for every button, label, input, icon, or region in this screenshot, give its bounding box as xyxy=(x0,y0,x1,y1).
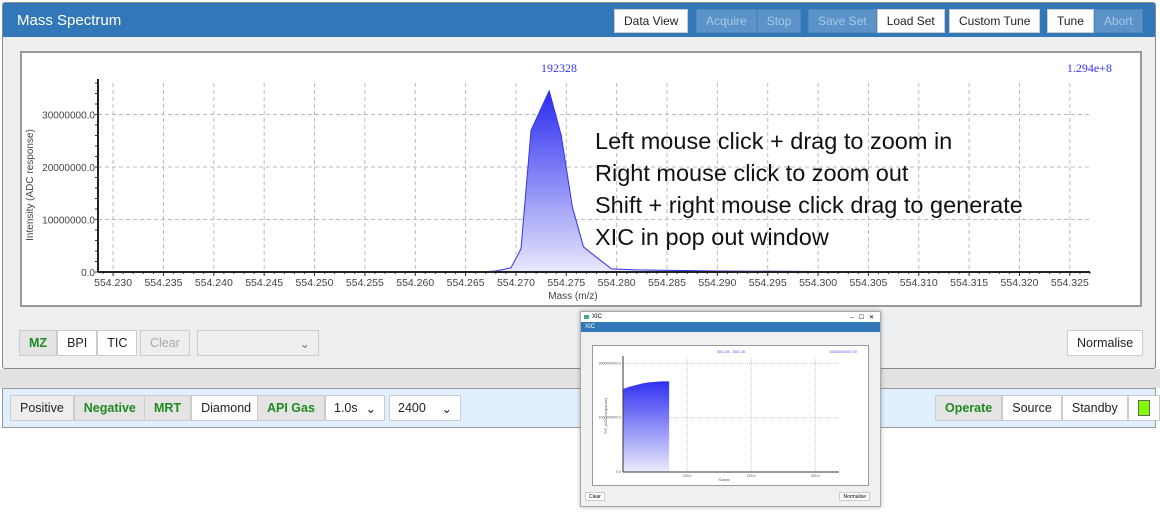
data-view-button[interactable]: Data View xyxy=(614,9,689,33)
x-tick-label: 554.295 xyxy=(749,277,787,289)
xic-svg[interactable]: 100.0 200.0 300.0 2000000000.0 1000000000.0 0… xyxy=(593,346,868,485)
app-icon xyxy=(584,315,589,319)
spectrum-svg[interactable]: 554.230 554.235 554.240 554.245 554.250 554.2… xyxy=(22,53,1140,305)
tune-button[interactable]: Tune xyxy=(1047,9,1094,33)
xic-max-label: 1680000000.00 xyxy=(829,349,858,354)
x-tick-label: 554.305 xyxy=(849,277,887,289)
clear-button[interactable]: Clear xyxy=(140,330,190,356)
load-set-button[interactable]: Load Set xyxy=(876,9,945,33)
xic-x-tick-label: 200.0 xyxy=(747,474,756,478)
xic-x-label: Scans xyxy=(718,477,729,482)
close-icon[interactable]: ✕ xyxy=(868,314,874,321)
xic-titlebar: XIC – ☐ ✕ xyxy=(581,312,880,322)
x-tick-label: 554.290 xyxy=(698,277,736,289)
x-tick-label: 554.270 xyxy=(497,277,535,289)
mass-spectrum-panel: Mass Spectrum Data View Acquire Stop Save… xyxy=(2,2,1156,369)
y-tick-label: 10000000.0 xyxy=(42,216,95,227)
source-button[interactable]: Source xyxy=(1002,395,1062,421)
custom-tune-button[interactable]: Custom Tune xyxy=(949,9,1041,33)
x-axis-label: Mass (m/z) xyxy=(548,291,597,302)
status-indicator xyxy=(1127,395,1160,421)
panel-title: Mass Spectrum xyxy=(17,11,122,29)
x-tick-label: 554.250 xyxy=(296,277,334,289)
xic-clear-button[interactable]: Clear xyxy=(585,492,605,501)
xic-range-label: 554.28 - 554.28 xyxy=(717,349,746,354)
instruction-line: Right mouse click to zoom out xyxy=(595,160,909,186)
mrt-button[interactable]: MRT xyxy=(144,395,192,421)
x-tick-label: 554.300 xyxy=(799,277,837,289)
x-tick-label: 554.245 xyxy=(245,277,283,289)
standby-button[interactable]: Standby xyxy=(1061,395,1128,421)
x-tick-label: 554.325 xyxy=(1051,277,1089,289)
y-tick-label: 20000000.0 xyxy=(42,163,95,174)
tic-button[interactable]: TIC xyxy=(97,330,138,356)
y-tick-label: 0.0 xyxy=(81,268,95,279)
xic-window: XIC – ☐ ✕ XIC 100.0 200.0 300.0 2000000000.… xyxy=(580,311,881,507)
instructions-overlay: Left mouse click + drag to zoom in Right… xyxy=(595,125,1023,253)
xic-y-label: TIC (ADC response) xyxy=(603,397,608,434)
positive-button[interactable]: Positive xyxy=(10,395,74,421)
x-tick-label: 554.315 xyxy=(950,277,988,289)
instruction-line: Shift + right mouse click drag to genera… xyxy=(595,192,1023,218)
x-tick-label: 554.310 xyxy=(900,277,938,289)
acquire-button[interactable]: Acquire xyxy=(696,9,757,33)
time-select[interactable]: 1.0s ⌄ xyxy=(325,395,385,421)
diamond-button[interactable]: Diamond xyxy=(191,395,262,421)
xic-chart[interactable]: 100.0 200.0 300.0 2000000000.0 1000000000.0 0… xyxy=(592,345,869,486)
operate-button[interactable]: Operate xyxy=(935,395,1003,421)
xic-y-tick-label: 0.0 xyxy=(616,470,621,474)
normalise-button[interactable]: Normalise xyxy=(1067,330,1144,356)
mode-group: MZ BPI TIC xyxy=(19,330,138,356)
instruction-line: XIC in pop out window xyxy=(595,224,829,250)
mz-button[interactable]: MZ xyxy=(19,330,58,356)
minimize-icon[interactable]: – xyxy=(850,314,854,321)
x-tick-label: 554.260 xyxy=(396,277,434,289)
xic-header: XIC xyxy=(581,322,880,332)
chevron-down-icon: ⌄ xyxy=(299,336,310,351)
max-intensity-label: 1.294e+8 xyxy=(1067,61,1112,75)
xic-y-tick-label: 1000000000.0 xyxy=(599,416,621,420)
maximize-icon[interactable]: ☐ xyxy=(858,314,864,321)
x-tick-label: 554.265 xyxy=(447,277,485,289)
x-tick-label: 554.255 xyxy=(346,277,384,289)
x-tick-label: 554.230 xyxy=(94,277,132,289)
abort-button[interactable]: Abort xyxy=(1093,9,1143,33)
chevron-down-icon: ⌄ xyxy=(441,401,452,416)
window-controls: – ☐ ✕ xyxy=(850,314,874,321)
xic-x-tick-label: 100.0 xyxy=(683,474,692,478)
api-gas-button[interactable]: API Gas xyxy=(257,395,325,421)
xic-x-tick-label: 300.0 xyxy=(811,474,820,478)
x-tick-label: 554.320 xyxy=(1001,277,1039,289)
spectrum-chart[interactable]: 554.230 554.235 554.240 554.245 554.250 554.2… xyxy=(20,51,1142,307)
data-view-group: Data View xyxy=(614,9,689,33)
y-axis-label: Intensity (ADC response) xyxy=(25,129,36,241)
bpi-button[interactable]: BPI xyxy=(57,330,98,356)
save-set-button[interactable]: Save Set xyxy=(808,9,877,33)
x-tick-label: 554.275 xyxy=(547,277,585,289)
chevron-down-icon: ⌄ xyxy=(365,401,376,416)
xic-header-title: XIC xyxy=(585,324,596,330)
value-select[interactable]: 2400 ⌄ xyxy=(389,395,461,421)
xic-area xyxy=(623,381,670,472)
peak-label: 192328 xyxy=(541,61,577,75)
value-select-value: 2400 xyxy=(398,401,426,415)
x-tick-label: 554.235 xyxy=(144,277,182,289)
xic-normalise-button[interactable]: Normalise xyxy=(839,492,870,501)
xic-y-tick-label: 2000000000.0 xyxy=(599,361,621,365)
x-tick-label: 554.240 xyxy=(195,277,233,289)
instrument-bar: Positive Negative MRT Diamond API Gas 1.0s… xyxy=(2,388,1160,428)
stop-button[interactable]: Stop xyxy=(756,9,802,33)
window-title: XIC xyxy=(592,314,603,320)
instruction-line: Left mouse click + drag to zoom in xyxy=(595,128,953,154)
x-tick-label: 554.280 xyxy=(598,277,636,289)
negative-button[interactable]: Negative xyxy=(73,395,146,421)
x-tick-label: 554.285 xyxy=(648,277,686,289)
time-select-value: 1.0s xyxy=(334,401,358,415)
trace-select[interactable]: ⌄ xyxy=(197,330,319,356)
y-tick-label: 30000000.0 xyxy=(42,111,95,122)
status-led xyxy=(1137,400,1150,416)
